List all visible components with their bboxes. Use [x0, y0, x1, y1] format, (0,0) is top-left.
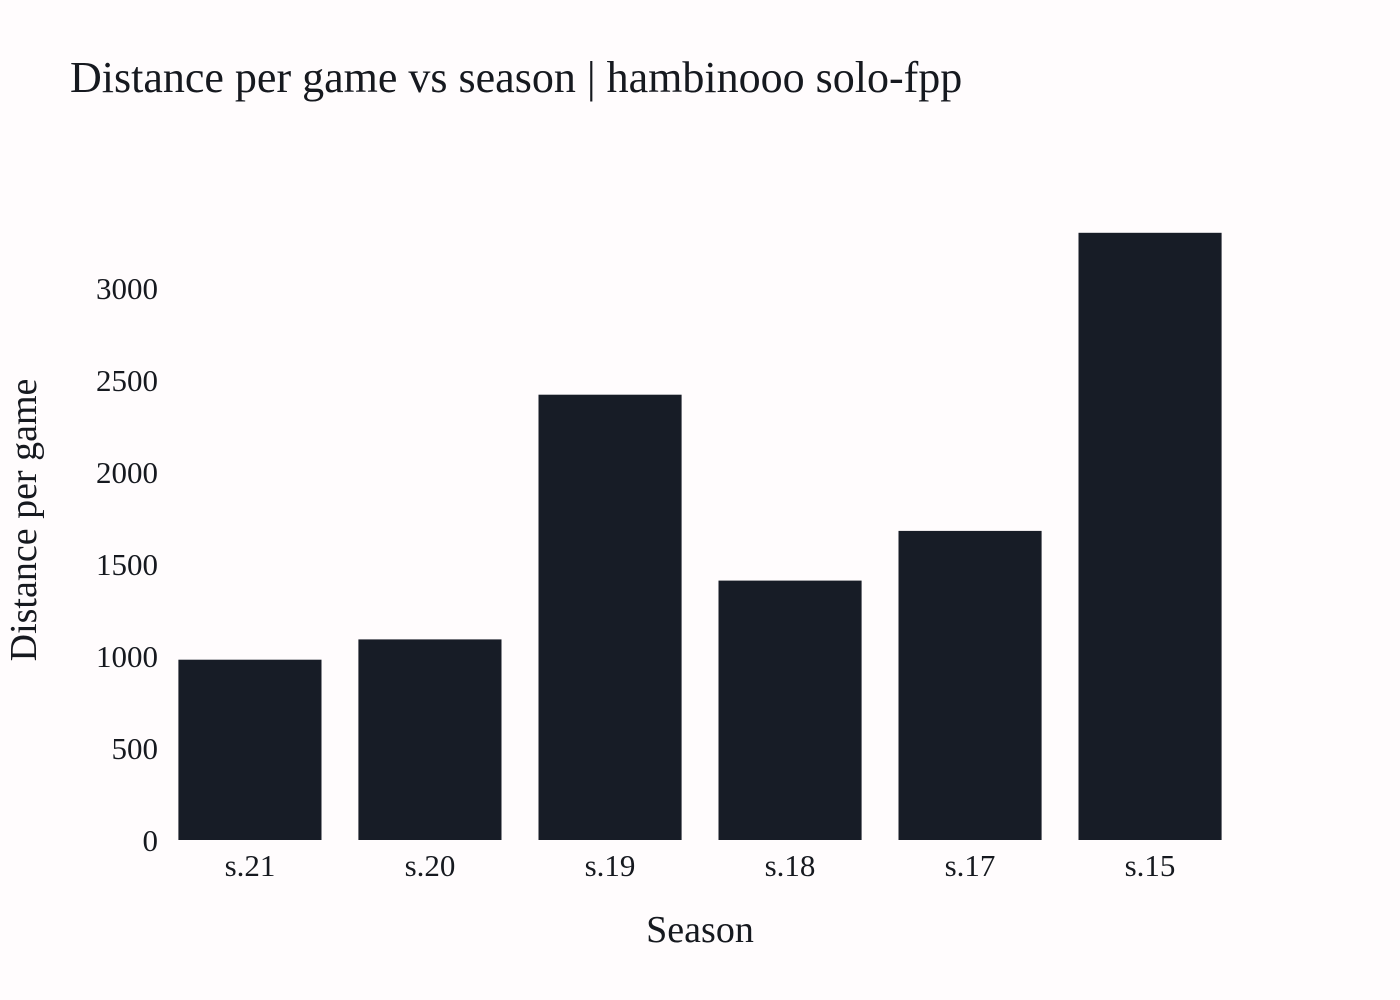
x-tick-label: s.18 — [765, 848, 816, 883]
bar-s-18[interactable] — [718, 580, 862, 840]
x-axis-ticks: s.21 s.20 s.19 s.18 s.17 s.15 — [225, 848, 1176, 883]
bar-s-15[interactable] — [1078, 232, 1222, 841]
x-tick-label: s.20 — [405, 848, 456, 883]
bar-s-21[interactable] — [178, 659, 322, 840]
y-tick-label: 1000 — [96, 639, 158, 674]
y-tick-label: 500 — [112, 731, 159, 766]
y-axis-title: Distance per game — [3, 379, 45, 662]
y-tick-label: 0 — [143, 823, 159, 858]
y-tick-label: 2000 — [96, 455, 158, 490]
y-tick-label: 1500 — [96, 547, 158, 582]
x-tick-label: s.17 — [945, 848, 996, 883]
bar-s-20[interactable] — [358, 639, 502, 840]
y-tick-label: 3000 — [96, 271, 158, 306]
x-tick-label: s.21 — [225, 848, 276, 883]
y-tick-label: 2500 — [96, 363, 158, 398]
y-axis-ticks: 0 500 1000 1500 2000 2500 3000 — [96, 271, 158, 858]
bar-s-17[interactable] — [898, 530, 1042, 840]
chart-title: Distance per game vs season | hambinooo … — [70, 53, 963, 102]
x-tick-label: s.15 — [1125, 848, 1176, 883]
x-axis-title: Season — [646, 909, 754, 951]
bar-s-19[interactable] — [538, 394, 682, 840]
x-tick-label: s.19 — [585, 848, 636, 883]
bars-group — [178, 232, 1222, 841]
